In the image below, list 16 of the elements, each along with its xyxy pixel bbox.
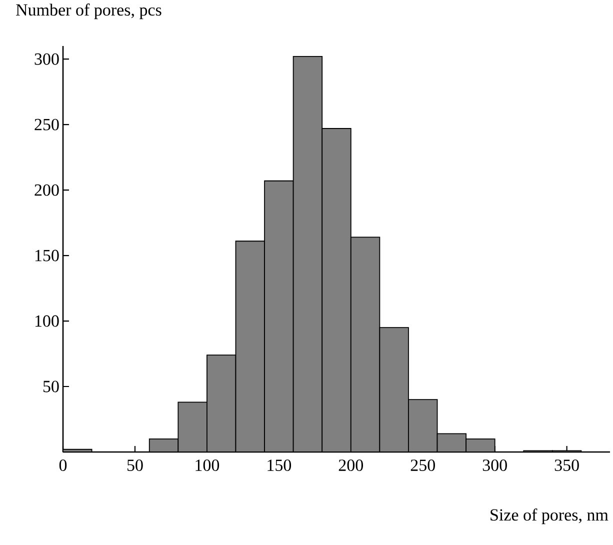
y-tick-label: 200 bbox=[34, 184, 59, 196]
y-tick-label: 100 bbox=[35, 315, 59, 327]
x-tick-label: 200 bbox=[338, 460, 364, 471]
y-axis-title: Number of pores, pcs bbox=[16, 4, 162, 20]
x-tick-label: 300 bbox=[482, 460, 507, 471]
x-tick-label: 350 bbox=[554, 460, 579, 471]
x-tick-label: 50 bbox=[127, 460, 143, 471]
y-tick-label: 50 bbox=[43, 380, 59, 392]
x-tick-label: 250 bbox=[410, 460, 435, 471]
x-tick-label: 150 bbox=[268, 460, 292, 471]
x-tick-label: 0 bbox=[59, 460, 67, 471]
y-tick-label: 300 bbox=[34, 53, 59, 65]
y-tick-label: 150 bbox=[35, 250, 59, 262]
y-tick-label: 250 bbox=[34, 118, 59, 130]
x-axis-title: Size of pores, nm bbox=[490, 508, 608, 524]
x-tick-label: 100 bbox=[196, 460, 220, 471]
